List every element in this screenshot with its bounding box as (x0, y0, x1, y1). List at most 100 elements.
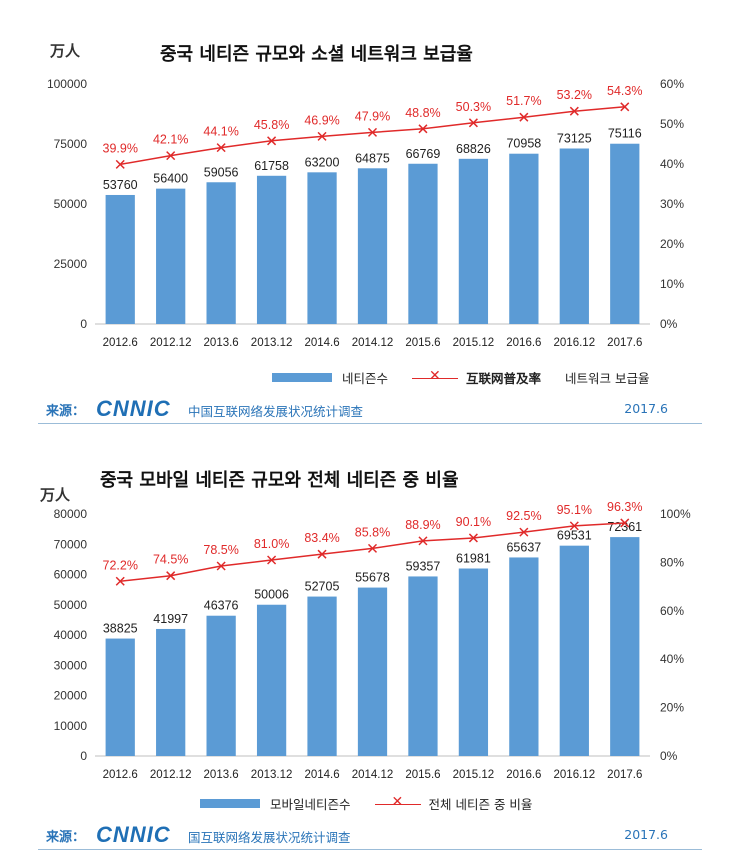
percent-label: 54.3% (607, 84, 642, 98)
x-tick-label: 2014.12 (352, 337, 394, 349)
y-tick-label: 70000 (54, 537, 88, 551)
percent-marker (166, 151, 176, 161)
x-tick-label: 2015.12 (453, 769, 495, 781)
bar-value-label: 75116 (608, 127, 642, 141)
source-org: 国互联网络发展状况统计调查 (188, 830, 351, 845)
bar (458, 568, 489, 756)
y-tick-label: 60000 (54, 568, 88, 582)
bar (458, 158, 489, 324)
bar-value-label: 68826 (456, 142, 491, 156)
x-tick-label: 2014.6 (304, 769, 339, 781)
y-axis-unit: 万人 (50, 42, 81, 60)
x-tick-label: 2012.12 (150, 769, 192, 781)
bar (105, 194, 135, 324)
percent-marker (468, 118, 478, 128)
bar (206, 182, 236, 324)
x-tick-label: 2015.6 (405, 769, 440, 781)
percent-label: 51.7% (506, 94, 541, 108)
chart-title: 중국 모바일 네티즌 규모와 전체 네티즌 중 비율 (100, 470, 459, 491)
source-label: 来源： (46, 830, 86, 845)
y2-tick-label: 60% (660, 77, 684, 91)
x-tick-label: 2014.12 (352, 769, 394, 781)
percent-label: 53.2% (557, 88, 592, 102)
x-tick-label: 2012.6 (103, 337, 138, 349)
percent-marker (418, 536, 428, 546)
percent-label: 50.3% (456, 100, 491, 114)
y2-tick-label: 40% (660, 157, 684, 171)
percent-label: 78.5% (203, 543, 238, 557)
y-tick-label: 0 (80, 317, 87, 331)
bar (256, 604, 287, 756)
percent-label: 96.3% (607, 500, 642, 514)
source-footer: 来源： CNNIC 国互联网络发展状况统计调查 2017.6 (0, 822, 740, 850)
chart-plot-1: 0 25000 50000 75000 100000 0% 10% 20% 30% 40% 50% 6… (47, 77, 684, 349)
x-tick-label: 2017.6 (607, 337, 642, 349)
percent-label: 88.9% (405, 518, 440, 532)
source-date: 2017.6 (624, 827, 668, 842)
bar-value-label: 73125 (557, 132, 592, 146)
bar (105, 638, 135, 756)
bar (559, 148, 589, 324)
bar-value-label: 59056 (204, 165, 239, 179)
x-tick-label: 2014.6 (304, 337, 339, 349)
bar (559, 545, 589, 756)
percent-label: 39.9% (103, 141, 138, 155)
bar (206, 615, 236, 756)
bar-value-label: 55678 (355, 571, 390, 585)
y-tick-label: 20000 (54, 689, 88, 703)
bar (307, 596, 337, 756)
x-tick-label: 2017.6 (607, 769, 642, 781)
legend-line-marker: ✕ (374, 794, 421, 811)
y2-tick-label: 0% (660, 317, 678, 331)
percent-marker (569, 106, 579, 116)
x-tick-label: 2015.6 (405, 337, 440, 349)
percent-label: 45.8% (254, 118, 289, 132)
y2-tick-label: 80% (660, 555, 684, 569)
bar-value-label: 64875 (355, 151, 390, 165)
source-footer: 来源： CNNIC 中国互联网络发展状况统计调查 2017.6 (0, 396, 740, 424)
legend-line-label: 互联网普及率 (466, 371, 542, 386)
bar-value-label: 61758 (254, 159, 289, 173)
y-tick-label: 100000 (47, 77, 87, 91)
legend-line-marker: ✕ (412, 368, 459, 385)
y-tick-label: 10000 (54, 719, 88, 733)
percent-label: 95.1% (557, 503, 592, 517)
bar (408, 163, 438, 324)
bar-value-label: 70958 (506, 137, 541, 151)
percent-marker (216, 561, 226, 571)
percent-marker (620, 102, 630, 112)
chart-panel-2: 万人 중국 모바일 네티즌 규모와 전체 네티즌 중 비율 0 10000 2000… (0, 440, 740, 867)
x-tick-label: 2013.6 (204, 769, 239, 781)
bar (357, 587, 388, 756)
percent-label: 85.8% (355, 525, 390, 539)
y-tick-label: 30000 (54, 658, 88, 672)
percent-marker (468, 533, 478, 543)
bar (509, 153, 539, 324)
x-tick-label: 2015.12 (453, 337, 495, 349)
source-date: 2017.6 (624, 401, 668, 416)
legend-bar-swatch (200, 799, 260, 808)
legend-line-label: 전체 네티즌 중 비율 (428, 797, 533, 812)
y-tick-label: 80000 (54, 507, 88, 521)
percent-label: 83.4% (304, 531, 339, 545)
y2-tick-label: 40% (660, 652, 684, 666)
y-axis-unit: 万人 (40, 486, 71, 504)
percent-marker (620, 518, 630, 528)
source-label: 来源： (46, 404, 86, 419)
legend: 모바일네티즌수 ✕ 전체 네티즌 중 비율 (200, 794, 532, 813)
legend-extra-label: 네트워크 보급율 (565, 371, 650, 386)
y-tick-label: 50000 (54, 197, 88, 211)
y-tick-label: 75000 (54, 137, 88, 151)
y2-tick-label: 30% (660, 197, 684, 211)
y2-tick-label: 50% (660, 117, 684, 131)
percent-marker (569, 521, 579, 531)
x-tick-label: 2012.12 (150, 337, 192, 349)
percent-marker (317, 549, 327, 559)
percent-marker (115, 576, 125, 586)
bar-value-label: 63200 (305, 155, 340, 169)
percent-marker (166, 571, 176, 581)
bar-value-label: 59357 (406, 559, 441, 573)
percent-label: 74.5% (153, 553, 188, 567)
percent-label: 81.0% (254, 537, 289, 551)
bar-value-label: 56400 (153, 172, 188, 186)
